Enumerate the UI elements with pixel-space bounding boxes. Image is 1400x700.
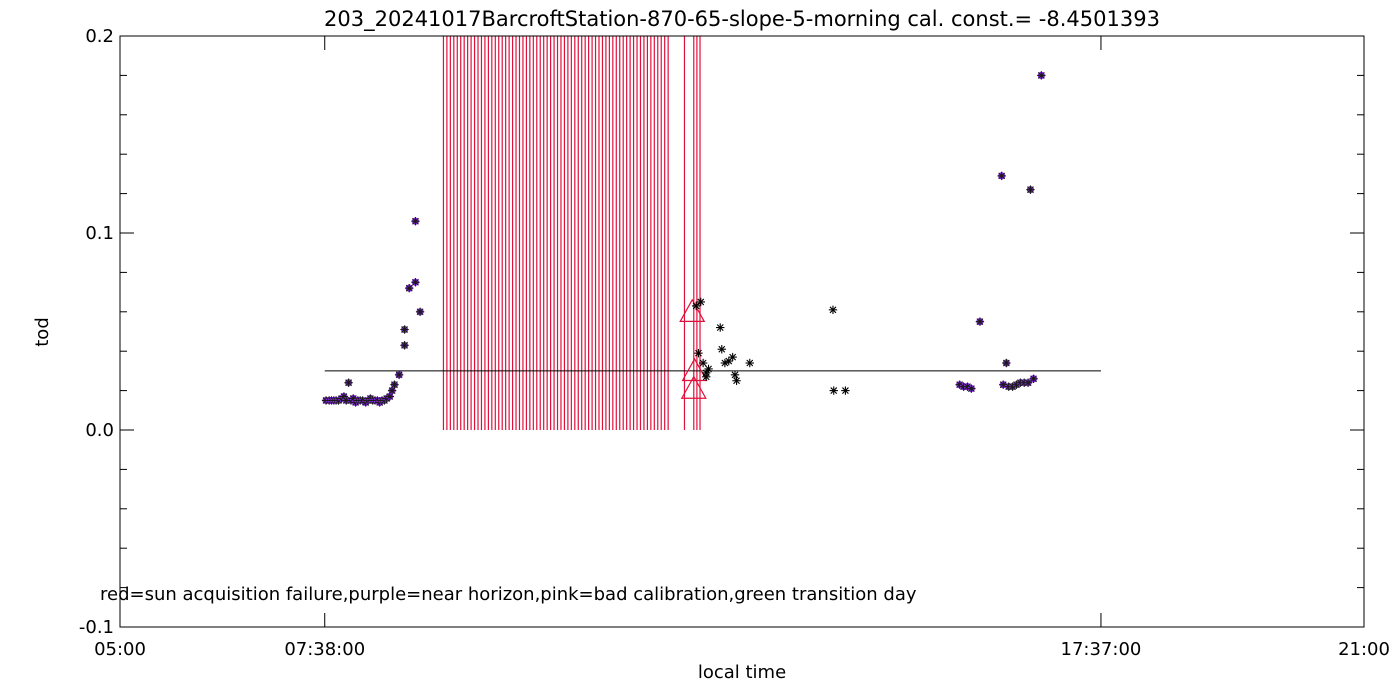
bad-calibration-markers	[679, 298, 708, 399]
data-point	[841, 386, 850, 395]
point-stroke	[1027, 186, 1034, 194]
y-tick-label: -0.1	[79, 617, 114, 638]
point-stroke	[359, 397, 366, 404]
x-tick-label: 21:00	[1338, 639, 1390, 660]
point-stroke	[841, 387, 849, 395]
y-tick-label: 0.2	[85, 26, 114, 47]
data-point	[745, 358, 754, 368]
near-horizon-point	[975, 317, 985, 326]
near-horizon-point	[1026, 185, 1035, 194]
legend-note: red=sun acquisition failure,purple=near …	[100, 584, 917, 605]
point-stroke	[391, 381, 398, 389]
near-horizon-point	[1023, 378, 1033, 387]
point-stroke	[699, 359, 707, 367]
data-point	[717, 345, 726, 354]
regular-points	[691, 297, 850, 395]
near-horizon-point	[400, 325, 409, 334]
chart-title: 203_20241017BarcroftStation-870-65-slope…	[324, 7, 1160, 32]
near-horizon-point	[411, 278, 420, 287]
point-stroke	[967, 385, 975, 393]
y-tick-label: 0.1	[85, 223, 114, 244]
data-point	[730, 370, 740, 380]
point-stroke	[964, 383, 971, 391]
point-stroke	[695, 349, 702, 357]
data-point	[829, 386, 838, 395]
bad-calibration-triangle	[680, 375, 707, 399]
point-stroke	[395, 371, 403, 379]
near-horizon-point	[1029, 374, 1038, 383]
point-stroke	[340, 393, 348, 400]
point-stroke	[705, 365, 712, 373]
point-stroke	[956, 381, 964, 389]
point-stroke	[746, 359, 754, 367]
point-stroke	[829, 306, 837, 314]
x-axis-label: local time	[698, 662, 786, 683]
y-axis-label: tod	[32, 317, 53, 347]
data-point	[724, 356, 733, 366]
point-stroke	[702, 373, 710, 381]
near-horizon-point	[997, 171, 1006, 181]
point-stroke	[999, 381, 1007, 389]
data-point	[828, 305, 838, 315]
point-stroke	[998, 172, 1006, 180]
point-stroke	[349, 395, 357, 402]
near-horizon-point	[394, 370, 404, 380]
data-point	[694, 348, 703, 358]
bad-calibration-triangle	[679, 298, 706, 322]
point-stroke	[401, 341, 408, 349]
near-horizon-point	[411, 216, 420, 226]
near-horizon-point	[967, 384, 976, 393]
near-horizon-point	[400, 341, 409, 350]
near-horizon-point	[1037, 71, 1046, 80]
point-stroke	[716, 324, 724, 331]
x-tick-label: 17:37:00	[1061, 639, 1142, 660]
near-horizon-point	[1008, 382, 1017, 391]
point-stroke	[697, 298, 705, 306]
point-stroke	[976, 318, 984, 326]
point-stroke	[1030, 375, 1037, 383]
point-stroke	[718, 345, 726, 353]
point-stroke	[729, 353, 737, 361]
data-point	[702, 372, 711, 382]
point-stroke	[405, 284, 413, 292]
near-horizon-point	[1002, 358, 1011, 368]
data-point	[732, 376, 741, 385]
sun-acquisition-failure-band	[442, 36, 669, 430]
x-tick-label: 05:00	[94, 639, 146, 660]
point-stroke	[345, 379, 352, 387]
bad-calibration-triangle	[681, 357, 708, 382]
plot-frame	[119, 35, 1365, 628]
point-stroke	[1002, 359, 1010, 367]
point-stroke	[412, 278, 419, 286]
point-stroke	[412, 217, 419, 225]
data-point	[696, 297, 705, 307]
point-stroke	[401, 326, 408, 333]
data-point	[698, 358, 708, 368]
point-stroke	[416, 308, 424, 316]
point-stroke	[731, 371, 739, 379]
point-stroke	[733, 377, 740, 385]
x-tick-label: 07:38:00	[284, 639, 365, 660]
point-stroke	[1024, 379, 1032, 387]
data-point	[716, 323, 725, 332]
y-tick-labels: -0.1 0.0 0.1 0.2	[79, 26, 114, 638]
data-point	[728, 352, 737, 362]
near-horizon-points	[321, 71, 1046, 407]
near-horizon-point	[344, 378, 353, 387]
y-tick-label: 0.0	[85, 420, 114, 441]
point-stroke	[830, 387, 838, 395]
axis-ticks	[119, 35, 1365, 628]
data-point	[704, 364, 713, 374]
near-horizon-point	[415, 307, 425, 316]
near-horizon-point	[405, 283, 414, 293]
near-horizon-point	[390, 380, 399, 389]
x-tick-labels: 05:00 07:38:00 17:37:00 21:00	[94, 639, 1390, 660]
point-stroke	[1037, 71, 1045, 79]
